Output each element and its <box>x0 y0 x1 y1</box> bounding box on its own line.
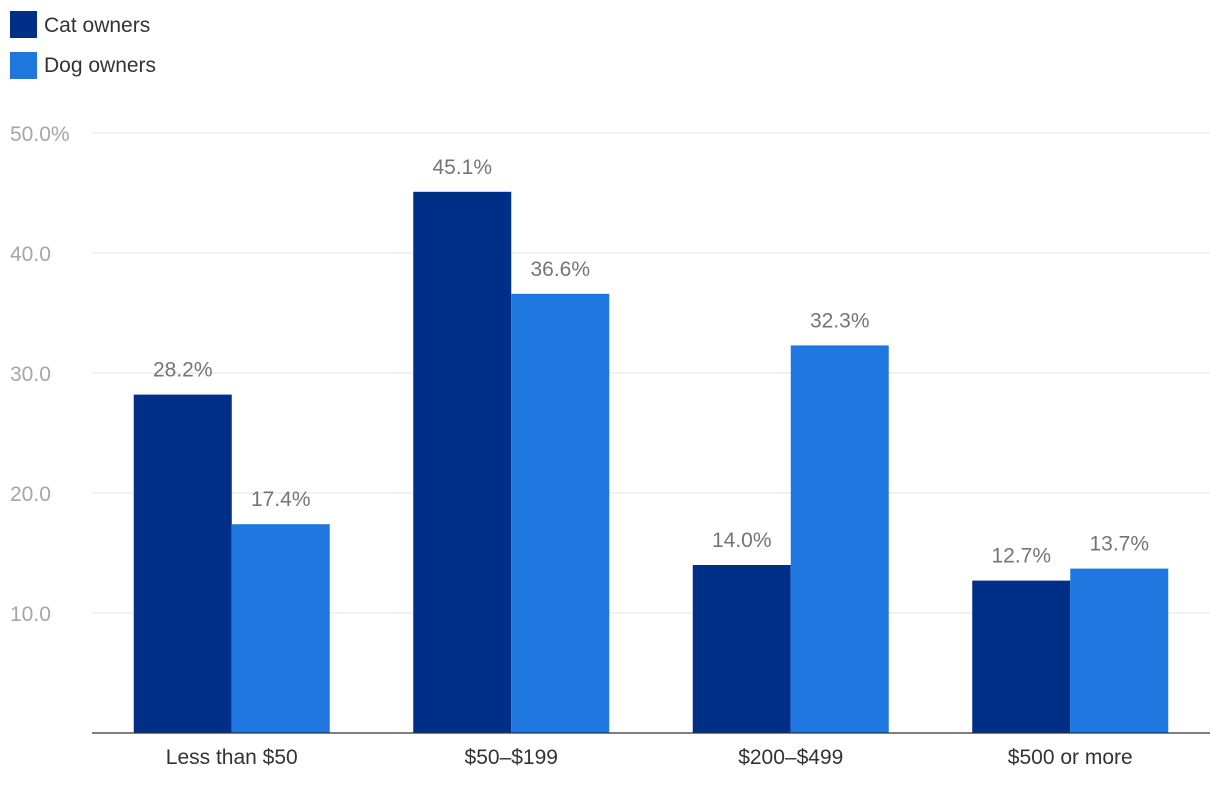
bar-dog-owners[interactable] <box>1070 568 1169 733</box>
bar-cat-owners[interactable] <box>972 580 1071 733</box>
x-tick-label: $50–$199 <box>465 746 558 769</box>
x-tick-label: $500 or more <box>1008 746 1133 769</box>
x-tick-label: Less than $50 <box>166 746 298 769</box>
bar-value-label: 45.1% <box>432 156 492 179</box>
legend-item-cat-owners[interactable]: Cat owners <box>10 11 150 38</box>
y-tick-label: 20.0 <box>10 483 51 506</box>
bars <box>133 191 1169 734</box>
legend-swatch-dog-owners <box>10 52 37 79</box>
legend-label-cat-owners: Cat owners <box>44 14 150 37</box>
value-labels: 28.2% 17.4% 45.1% 36.6% 14.0% 32.3% 12.7% 13.7% <box>153 156 1149 568</box>
bar-value-label: 36.6% <box>530 258 590 281</box>
legend-item-dog-owners[interactable]: Dog owners <box>10 52 156 79</box>
bar-cat-owners[interactable] <box>413 191 512 734</box>
bar-dog-owners[interactable] <box>790 345 889 733</box>
x-axis-tick-labels: Less than $50 $50–$199 $200–$499 $500 or mo… <box>166 746 1133 769</box>
y-tick-label: 30.0 <box>10 363 51 386</box>
legend-label-dog-owners: Dog owners <box>44 54 156 77</box>
y-tick-label: 10.0 <box>10 603 51 626</box>
y-tick-label: 40.0 <box>10 243 51 266</box>
bar-dog-owners[interactable] <box>511 293 610 733</box>
y-tick-label: 50.0% <box>10 123 70 146</box>
bar-cat-owners[interactable] <box>692 565 791 733</box>
bar-value-label: 13.7% <box>1089 533 1149 556</box>
legend-swatch-cat-owners <box>10 11 37 38</box>
bar-value-label: 28.2% <box>153 359 213 382</box>
bar-dog-owners[interactable] <box>231 524 330 733</box>
legend: Cat owners Dog owners <box>10 11 156 79</box>
y-axis-tick-labels: 10.0 20.0 30.0 40.0 50.0% <box>10 123 70 626</box>
bar-value-label: 14.0% <box>712 529 772 552</box>
x-tick-label: $200–$499 <box>738 746 843 769</box>
bar-cat-owners[interactable] <box>133 394 232 733</box>
bar-value-label: 17.4% <box>251 488 311 511</box>
bar-value-label: 32.3% <box>810 309 870 332</box>
bar-value-label: 12.7% <box>991 545 1051 568</box>
